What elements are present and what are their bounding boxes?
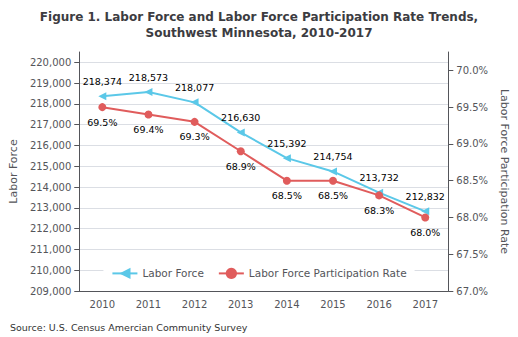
svg-text:67.5%: 67.5%	[456, 249, 488, 260]
svg-text:2015: 2015	[320, 299, 345, 310]
svg-text:217,000: 217,000	[30, 119, 71, 130]
svg-text:212,832: 212,832	[406, 191, 445, 202]
svg-text:Source: U.S. Census Amercian C: Source: U.S. Census Amercian Community S…	[10, 322, 248, 333]
svg-text:211,000: 211,000	[30, 244, 71, 255]
svg-text:219,000: 219,000	[30, 78, 71, 89]
svg-text:69.3%: 69.3%	[179, 131, 209, 142]
svg-text:Labor Force Participation Rate: Labor Force Participation Rate	[498, 89, 511, 254]
svg-text:2011: 2011	[136, 299, 161, 310]
svg-text:215,000: 215,000	[30, 161, 71, 172]
svg-text:68.5%: 68.5%	[272, 190, 302, 201]
svg-text:2012: 2012	[182, 299, 207, 310]
svg-text:69.0%: 69.0%	[456, 138, 488, 149]
svg-text:209,000: 209,000	[30, 286, 71, 297]
svg-text:68.5%: 68.5%	[318, 190, 348, 201]
svg-text:218,573: 218,573	[129, 72, 168, 83]
svg-text:2013: 2013	[228, 299, 253, 310]
svg-text:Labor Force: Labor Force	[7, 139, 20, 204]
svg-text:216,630: 216,630	[221, 112, 260, 123]
svg-text:218,077: 218,077	[175, 82, 214, 93]
svg-text:Labor Force: Labor Force	[142, 267, 203, 279]
svg-text:2014: 2014	[274, 299, 299, 310]
svg-text:218,000: 218,000	[30, 98, 71, 109]
svg-text:216,000: 216,000	[30, 140, 71, 151]
svg-text:Southwest Minnesota, 2010-2017: Southwest Minnesota, 2010-2017	[145, 26, 372, 40]
svg-text:2017: 2017	[413, 299, 438, 310]
svg-text:220,000: 220,000	[30, 57, 71, 68]
svg-text:213,732: 213,732	[359, 172, 398, 183]
svg-text:215,392: 215,392	[267, 138, 306, 149]
svg-text:2010: 2010	[90, 299, 115, 310]
svg-text:69.5%: 69.5%	[456, 102, 488, 113]
svg-text:68.9%: 68.9%	[226, 161, 256, 172]
svg-text:68.0%: 68.0%	[456, 212, 488, 223]
svg-text:69.4%: 69.4%	[133, 124, 163, 135]
svg-text:212,000: 212,000	[30, 223, 71, 234]
svg-text:Figure 1. Labor Force and Labo: Figure 1. Labor Force and Labor Force Pa…	[40, 10, 478, 24]
svg-text:68.5%: 68.5%	[456, 175, 488, 186]
svg-text:69.5%: 69.5%	[87, 117, 117, 128]
svg-text:70.0%: 70.0%	[456, 65, 488, 76]
svg-text:218,374: 218,374	[83, 76, 122, 87]
svg-text:68.0%: 68.0%	[410, 227, 440, 238]
svg-text:67.0%: 67.0%	[456, 286, 488, 297]
svg-text:210,000: 210,000	[30, 265, 71, 276]
svg-text:213,000: 213,000	[30, 202, 71, 213]
svg-text:2016: 2016	[366, 299, 391, 310]
svg-text:Labor Force Participation Rate: Labor Force Participation Rate	[249, 267, 407, 279]
svg-text:214,754: 214,754	[313, 151, 352, 162]
svg-text:214,000: 214,000	[30, 182, 71, 193]
svg-text:68.3%: 68.3%	[364, 205, 394, 216]
